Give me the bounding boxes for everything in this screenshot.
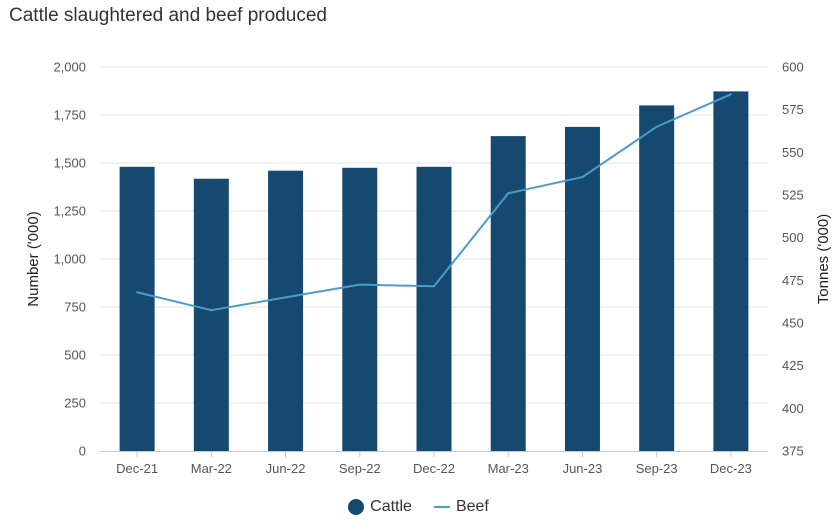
- left-tick-label: 500: [64, 348, 86, 363]
- left-tick-label: 750: [64, 300, 86, 315]
- cattle-legend-label: Cattle: [370, 498, 412, 515]
- beef-point[interactable]: [358, 283, 361, 286]
- x-tick-label: Jun-22: [266, 461, 306, 476]
- right-axis-ticks: 375 400 425 450 475 500 525 550 575 600: [782, 60, 804, 459]
- x-tick-label: Dec-23: [710, 461, 752, 476]
- x-tick-label: Dec-21: [116, 461, 158, 476]
- beef-legend-label: Beef: [455, 498, 489, 515]
- legend-item-beef[interactable]: Beef: [433, 498, 489, 516]
- x-axis-ticks: Dec-21 Mar-22 Jun-22 Sep-22 Dec-22 Mar-23 Jun-…: [116, 451, 752, 476]
- chart-title: Cattle slaughtered and beef produced: [9, 5, 327, 26]
- chart-svg: 0 250 500 750 1,000 1,250 1,500 1,750 2,000 375 4…: [25, 60, 832, 477]
- beef-point[interactable]: [729, 93, 732, 96]
- right-tick-label: 525: [782, 188, 804, 203]
- right-tick-label: 425: [782, 358, 804, 373]
- right-tick-label: 375: [782, 444, 804, 459]
- right-tick-label: 500: [782, 230, 804, 245]
- right-tick-label: 475: [782, 273, 804, 288]
- beef-point[interactable]: [507, 192, 510, 195]
- right-tick-label: 550: [782, 145, 804, 160]
- left-axis-ticks: 0 250 500 750 1,000 1,250 1,500 1,750 2,000: [53, 60, 86, 459]
- cattle-bar[interactable]: [193, 178, 229, 451]
- left-tick-label: 1,250: [53, 204, 86, 219]
- left-tick-label: 1,500: [53, 156, 86, 171]
- right-tick-label: 600: [782, 60, 804, 75]
- cattle-bar[interactable]: [639, 105, 675, 452]
- cattle-legend-marker: [348, 499, 365, 515]
- left-axis-title: Number ('000): [25, 211, 42, 306]
- beef-point[interactable]: [136, 291, 139, 294]
- left-tick-label: 1,000: [53, 252, 86, 267]
- x-tick-label: Mar-22: [191, 461, 232, 476]
- cattle-bar[interactable]: [564, 126, 600, 452]
- beef-point[interactable]: [210, 309, 213, 312]
- cattle-bar[interactable]: [416, 166, 452, 451]
- x-tick-label: Jun-23: [563, 461, 603, 476]
- x-tick-label: Sep-23: [636, 461, 678, 476]
- x-tick-label: Sep-22: [339, 461, 381, 476]
- x-tick-label: Dec-22: [413, 461, 455, 476]
- x-tick-label: Mar-23: [488, 461, 529, 476]
- beef-point[interactable]: [581, 176, 584, 179]
- right-tick-label: 575: [782, 102, 804, 117]
- left-tick-label: 2,000: [53, 60, 86, 75]
- left-tick-label: 1,750: [53, 108, 86, 123]
- right-tick-label: 400: [782, 401, 804, 416]
- cattle-bar[interactable]: [713, 91, 749, 451]
- right-tick-label: 450: [782, 316, 804, 331]
- cattle-bar[interactable]: [268, 170, 304, 451]
- cattle-bars: [119, 91, 749, 452]
- legend: Cattle Beef: [0, 498, 837, 516]
- beef-legend-marker: [433, 506, 450, 508]
- left-tick-label: 0: [79, 444, 86, 459]
- cattle-bar[interactable]: [490, 136, 526, 451]
- cattle-bar[interactable]: [342, 167, 378, 452]
- right-axis-title: Tonnes ('000): [815, 214, 832, 304]
- beef-line-series: [136, 93, 732, 312]
- cattle-bar[interactable]: [119, 166, 155, 451]
- beef-point[interactable]: [284, 296, 287, 299]
- beef-point[interactable]: [655, 125, 658, 128]
- legend-item-cattle[interactable]: Cattle: [348, 498, 412, 516]
- left-tick-label: 250: [64, 396, 86, 411]
- beef-point[interactable]: [433, 285, 435, 288]
